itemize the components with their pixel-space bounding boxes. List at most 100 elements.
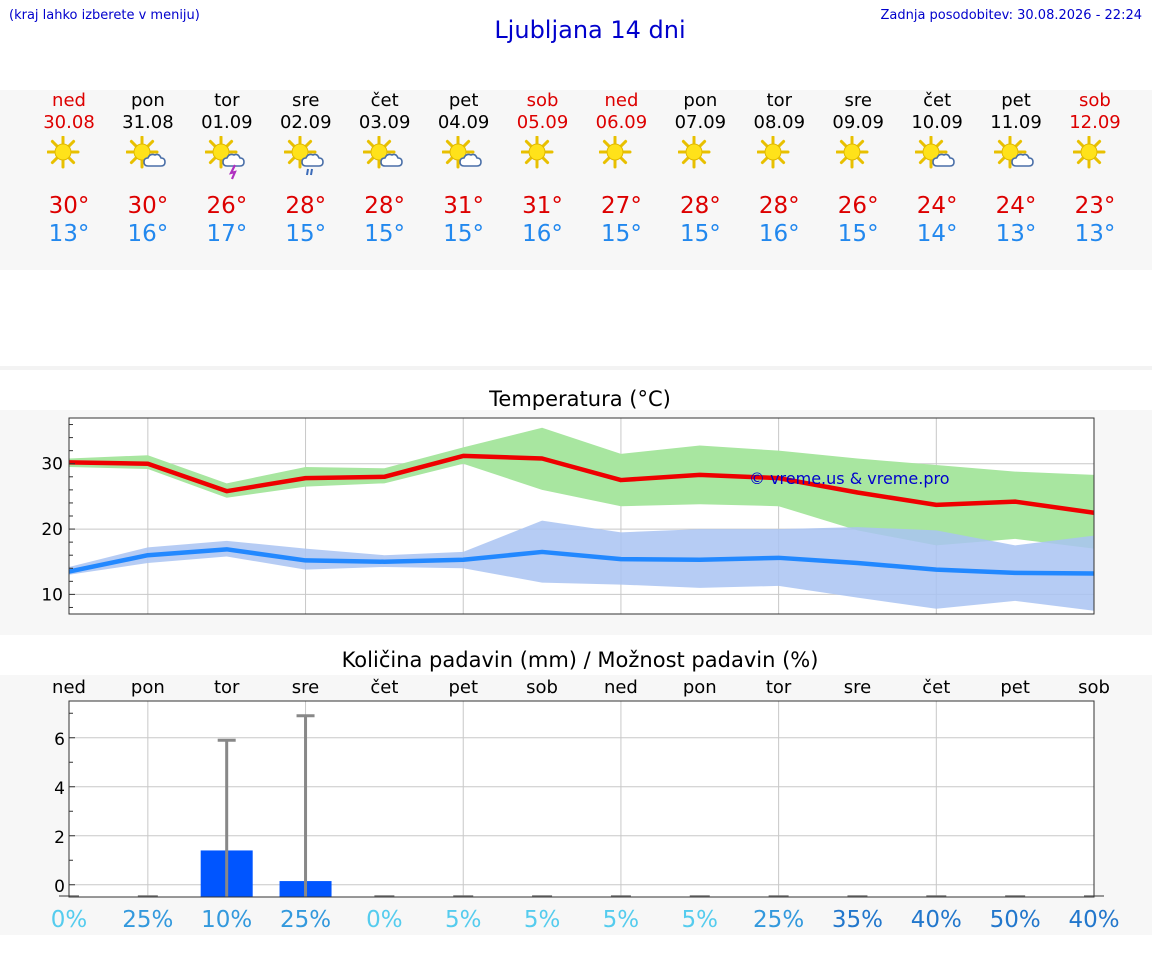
y-tick-label: 4 (54, 779, 65, 799)
day-date: 02.09 (279, 112, 332, 133)
precipitation-probability: 0% (51, 907, 88, 933)
category-label: sob (1078, 677, 1110, 698)
max-temperature: 24° (916, 193, 958, 219)
min-temperature: 14° (916, 221, 958, 247)
category-label: sre (292, 677, 319, 698)
min-temperature-range-band (69, 520, 1094, 611)
day-name: sre (844, 90, 872, 111)
max-temperature: 30° (127, 193, 169, 219)
day-name: ned (52, 90, 86, 111)
max-temperature: 26° (837, 193, 879, 219)
max-temperature: 28° (364, 193, 406, 219)
sun-icon (740, 136, 819, 180)
sun-cloud-icon (345, 136, 424, 180)
day-column: pet 04.09 31° 15° (424, 90, 503, 248)
divider (0, 366, 1152, 370)
day-column: tor 08.09 28° 16° (740, 90, 819, 248)
max-temperature: 24° (995, 193, 1037, 219)
day-name: čet (370, 90, 399, 111)
day-name: sob (1079, 90, 1111, 111)
location-note: (kraj lahko izberete v meniju) (9, 8, 200, 23)
max-temperature: 30° (48, 193, 90, 219)
category-label: sob (526, 677, 558, 698)
day-name: pon (683, 90, 718, 111)
min-temperature: 15° (364, 221, 406, 247)
category-label: čet (370, 677, 398, 698)
precipitation-probability: 50% (990, 907, 1041, 933)
max-temperature: 31° (522, 193, 563, 219)
day-date: 12.09 (1069, 112, 1121, 133)
y-tick-label: 20 (41, 520, 63, 540)
day-date: 31.08 (122, 112, 174, 133)
y-tick-label: 2 (54, 828, 65, 848)
day-column: sob 12.09 23° 13° (1055, 90, 1134, 248)
precipitation-probability: 5% (603, 907, 640, 933)
day-column: pon 31.08 30° 16° (108, 90, 187, 248)
day-column: sob 05.09 31° 16° (503, 90, 582, 248)
sun-icon (30, 136, 109, 180)
precipitation-probability: 5% (524, 907, 561, 933)
category-label: sre (844, 677, 871, 698)
precipitation-probability: 5% (682, 907, 719, 933)
day-name: pon (130, 90, 165, 111)
sun-cloud-icon (108, 136, 187, 180)
category-label: pet (448, 677, 478, 698)
watermark: © vreme.us & vreme.pro (749, 469, 950, 488)
y-tick-label: 6 (54, 730, 65, 750)
sun-icon (819, 136, 898, 180)
min-temperature: 15° (601, 221, 642, 247)
max-temperature: 26° (206, 193, 248, 219)
forecast-strip (0, 90, 1152, 270)
day-date: 06.09 (595, 112, 648, 133)
max-temperature: 31° (443, 193, 484, 219)
temperature-chart: 10 20 30 © vreme.us & vreme.pro (41, 417, 1095, 615)
category-label: pon (131, 677, 165, 698)
y-tick-label: 10 (41, 585, 63, 605)
precipitation-panel: ned pon tor sre čet pet sob ned pon tor sre čet pet s… (0, 675, 1152, 935)
max-temperature: 28° (758, 193, 800, 219)
day-name: pet (448, 90, 479, 111)
day-date: 08.09 (753, 112, 806, 133)
precipitation-probability: 10% (201, 907, 252, 933)
min-temperature: 15° (837, 221, 879, 247)
day-date: 11.09 (990, 112, 1042, 133)
category-label: čet (922, 677, 950, 698)
precipitation-probability: 25% (122, 907, 173, 933)
day-column: sre 02.09 28° 15° (266, 90, 345, 248)
max-temperature-range-band (69, 427, 1094, 549)
day-name: sre (292, 90, 320, 111)
last-update: Zadnja posodobitev: 30.08.2026 - 22:24 (880, 8, 1142, 23)
day-name: tor (214, 90, 240, 111)
temperature-chart-title: Temperatura (°C) (489, 387, 671, 411)
max-temperature-line (68, 453, 1095, 515)
precipitation-probability: 5% (445, 907, 482, 933)
day-name: čet (923, 90, 952, 111)
sun-icon (503, 136, 582, 180)
sun-storm-icon (187, 136, 266, 180)
sun-icon (661, 136, 740, 180)
precipitation-probability: 0% (366, 907, 403, 933)
min-temperature: 17° (206, 221, 248, 247)
min-temperature: 16° (127, 221, 169, 247)
day-date: 04.09 (437, 112, 490, 133)
y-tick-label: 30 (41, 455, 63, 475)
min-temperature: 16° (758, 221, 800, 247)
day-column: pon 07.09 28° 15° (661, 90, 740, 248)
min-temperature-line (68, 547, 1095, 576)
plot-frame (68, 700, 1095, 898)
day-name: ned (604, 90, 639, 111)
min-temperature: 15° (443, 221, 484, 247)
day-column: čet 10.09 24° 14° (898, 90, 977, 248)
sun-rain-icon (266, 136, 345, 180)
day-date: 09.09 (832, 112, 884, 133)
day-name: tor (766, 90, 792, 111)
min-temperature: 13° (48, 221, 90, 247)
category-label: pon (683, 677, 717, 698)
precipitation-probability: 25% (280, 907, 331, 933)
min-temperature: 16° (522, 221, 563, 247)
day-date: 30.08 (43, 112, 95, 133)
min-temperature: 15° (285, 221, 327, 247)
day-date: 10.09 (911, 112, 963, 133)
category-label: ned (604, 677, 638, 698)
precipitation-probability: 40% (1068, 907, 1119, 933)
